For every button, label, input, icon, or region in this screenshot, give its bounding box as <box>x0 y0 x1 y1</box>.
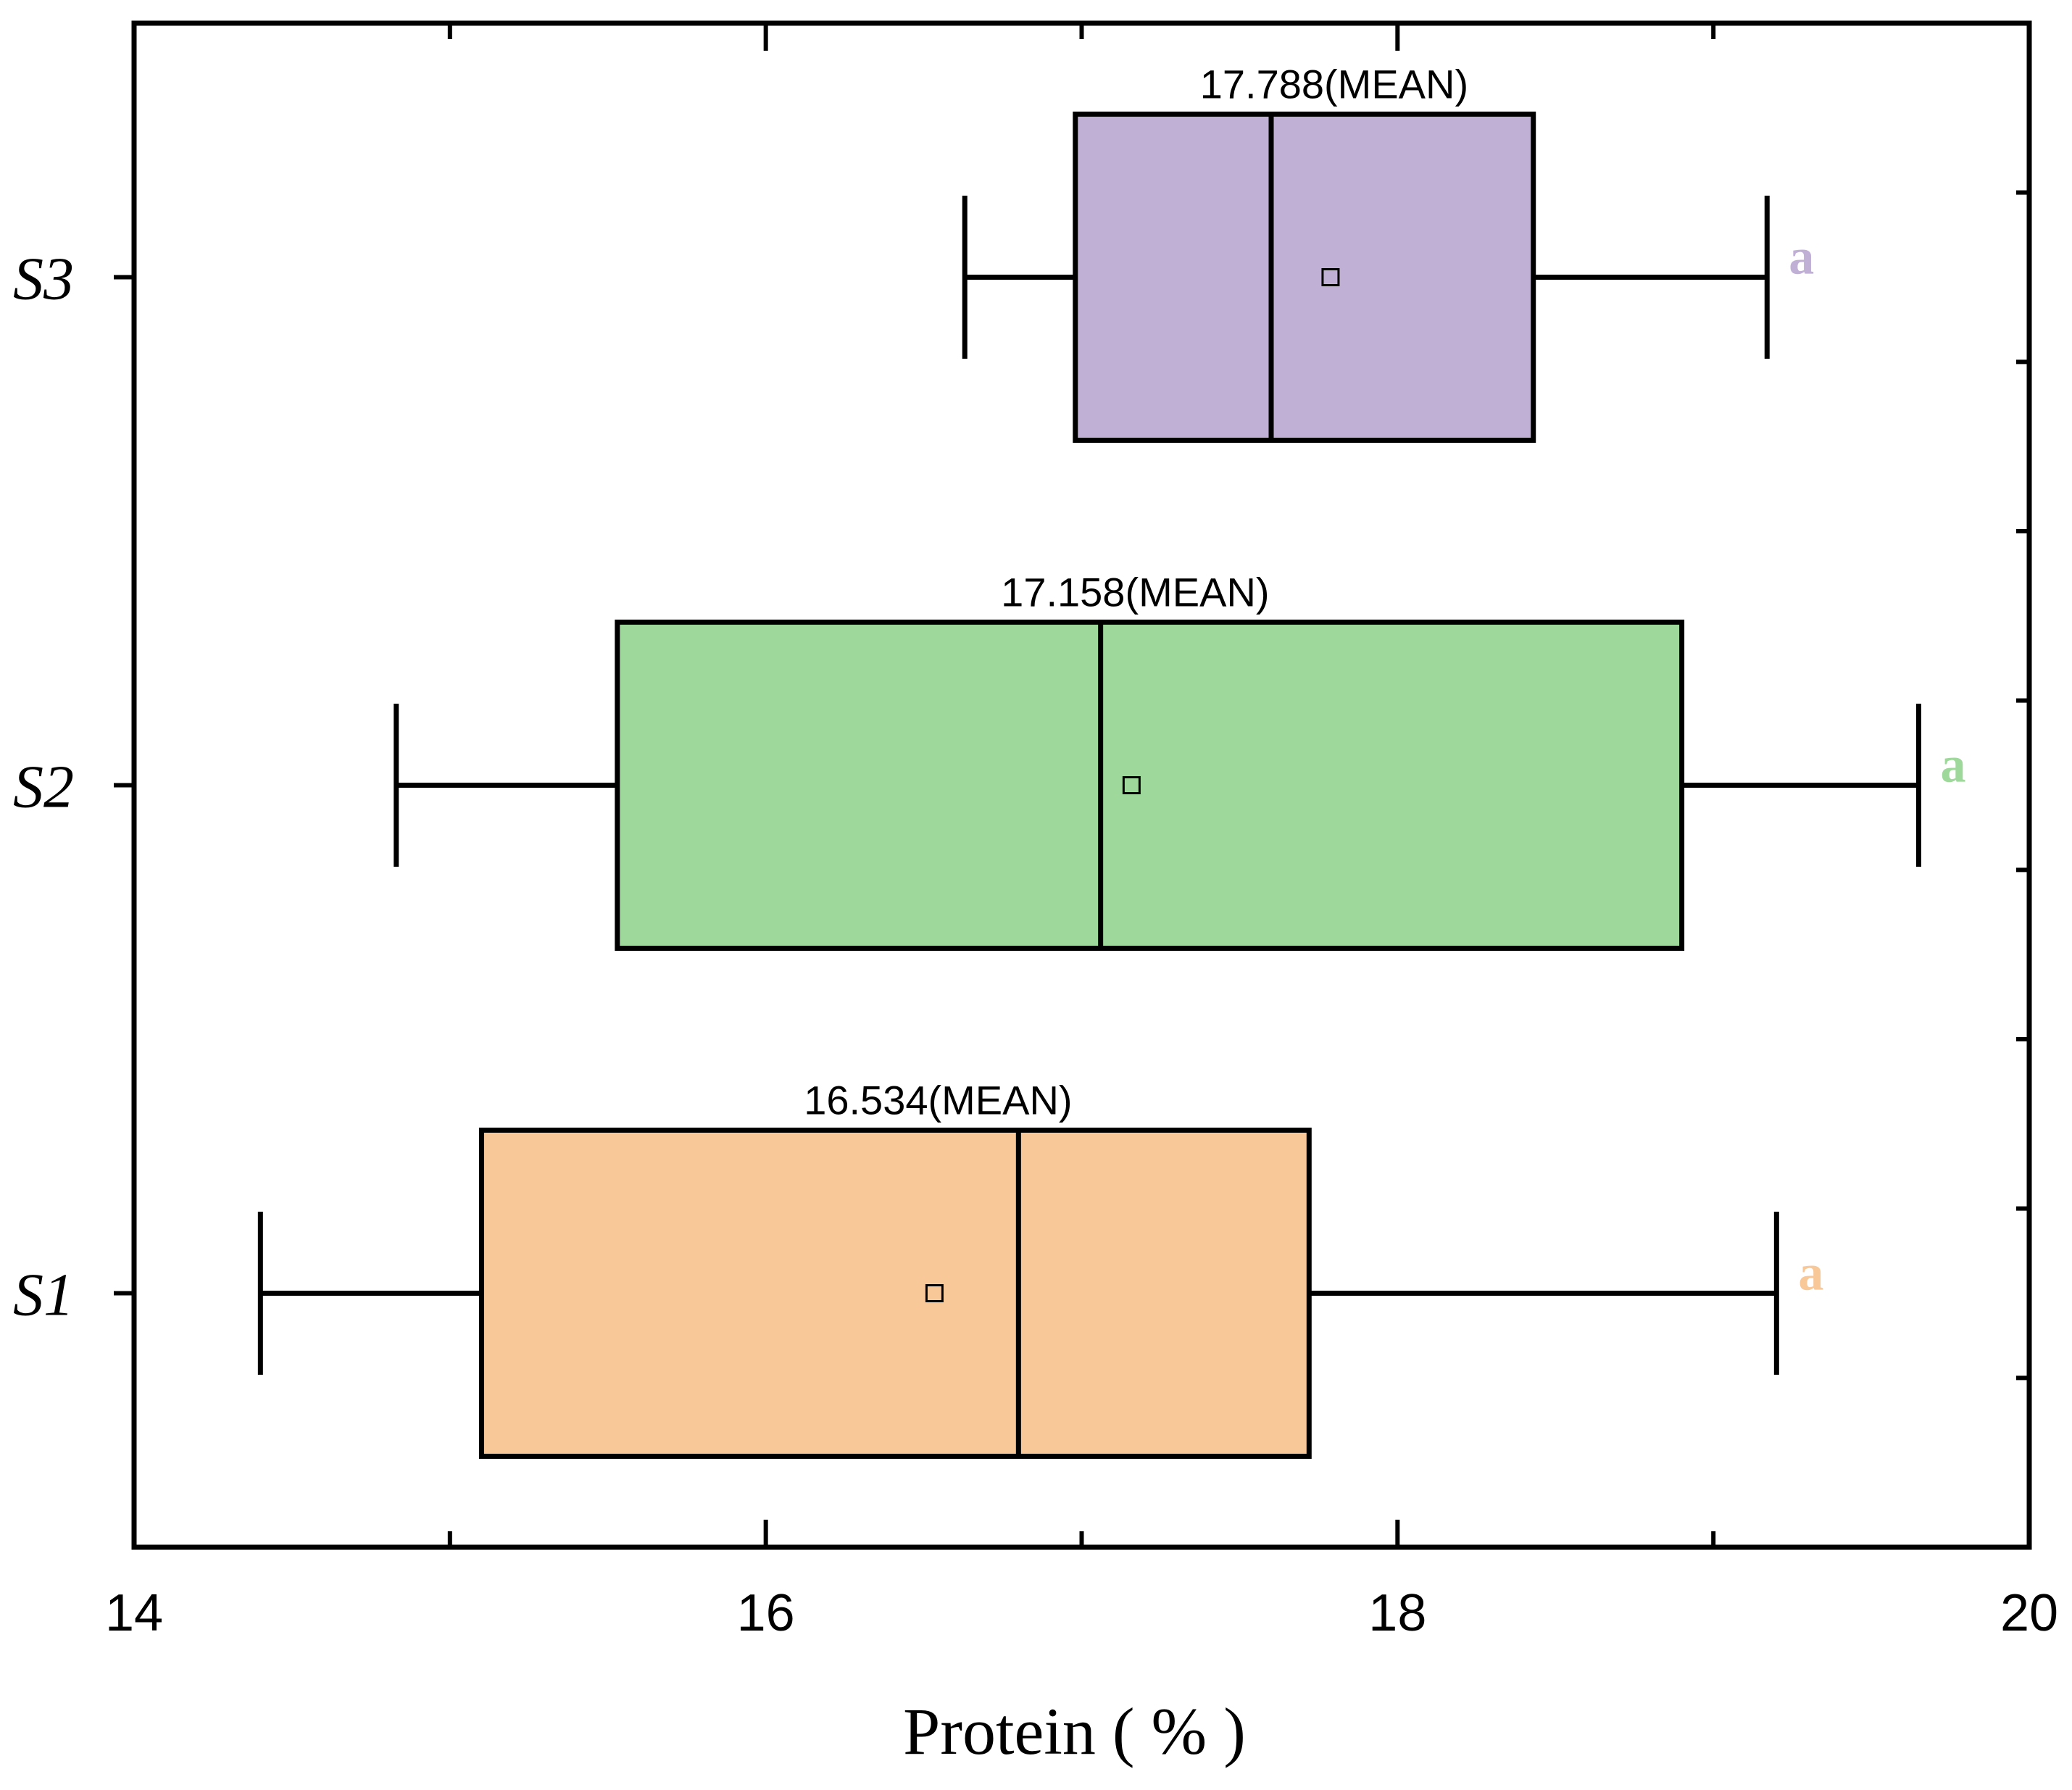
mean-label: 17.788(MEAN) <box>1200 62 1468 107</box>
mean-label: 17.158(MEAN) <box>1001 570 1269 615</box>
x-tick-label: 16 <box>737 1584 795 1642</box>
box-s1 <box>478 1128 1312 1459</box>
x-tick-label: 14 <box>105 1584 163 1642</box>
mean-label: 16.534(MEAN) <box>804 1078 1072 1123</box>
y-category-label: S2 <box>13 754 74 821</box>
x-axis-title: Protein ( % ) <box>903 1694 1246 1768</box>
mean-marker <box>925 1284 944 1302</box>
mean-marker <box>1122 776 1141 794</box>
significance-letter: a <box>1940 738 1965 794</box>
box-s2 <box>615 620 1685 951</box>
significance-letter: a <box>1798 1246 1823 1302</box>
x-tick-label: 18 <box>1368 1584 1426 1642</box>
significance-letter: a <box>1789 230 1814 286</box>
box-s3 <box>1073 112 1536 443</box>
y-category-label: S3 <box>13 246 74 313</box>
y-category-label: S1 <box>13 1262 74 1329</box>
mean-marker <box>1321 268 1340 286</box>
x-tick-label: 20 <box>2000 1584 2058 1642</box>
